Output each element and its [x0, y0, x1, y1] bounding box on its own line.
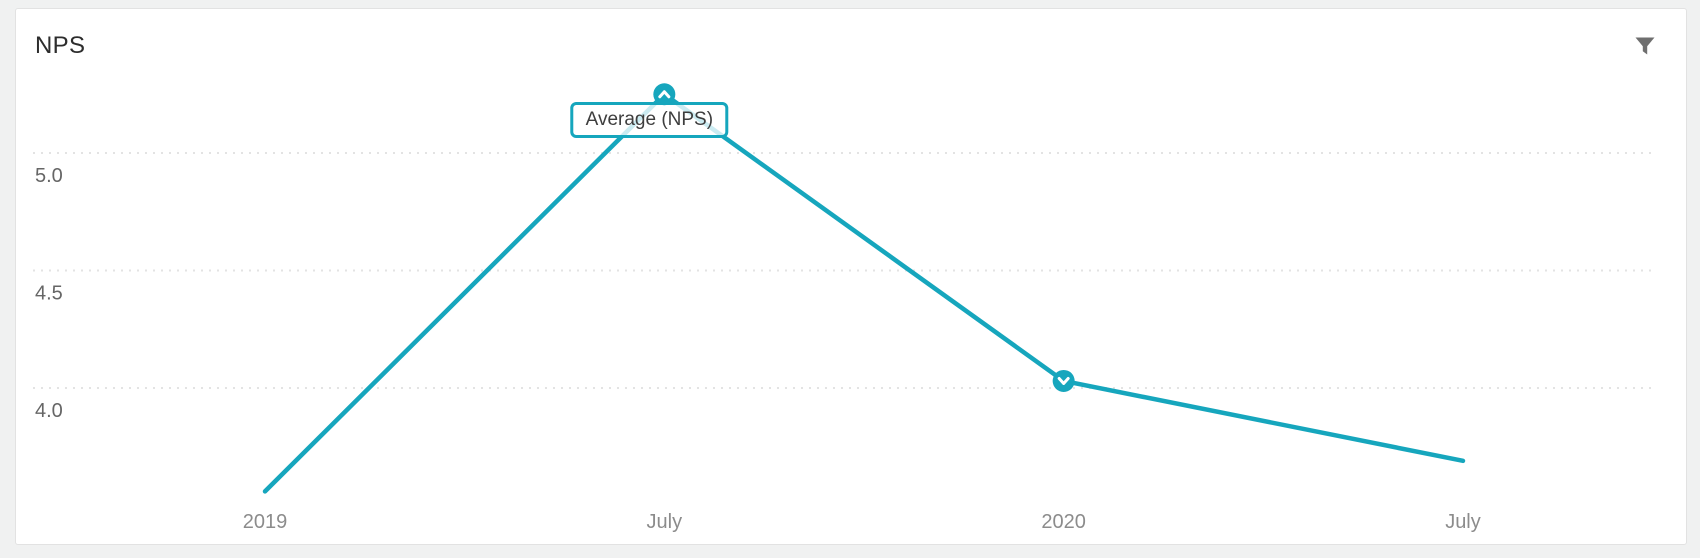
data-point-marker-chevron-down[interactable]	[1052, 369, 1075, 392]
chart-tooltip: Average (NPS)	[570, 102, 729, 139]
tooltip-label: Average (NPS)	[585, 109, 714, 131]
nps-widget-card	[15, 8, 1687, 545]
data-point-marker-chevron-up[interactable]	[653, 83, 676, 106]
funnel-icon	[1635, 37, 1655, 55]
filter-button[interactable]	[1627, 30, 1663, 64]
marker-circle[interactable]	[653, 83, 676, 106]
widget-title: NPS	[35, 32, 86, 59]
marker-circle[interactable]	[1052, 369, 1075, 392]
